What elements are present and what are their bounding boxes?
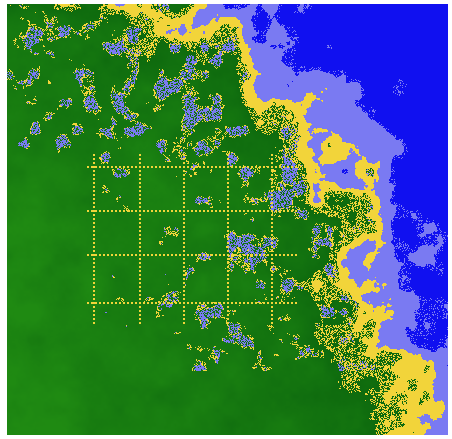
- terrain-map[interactable]: [7, 4, 448, 435]
- terrain-canvas[interactable]: [7, 4, 448, 435]
